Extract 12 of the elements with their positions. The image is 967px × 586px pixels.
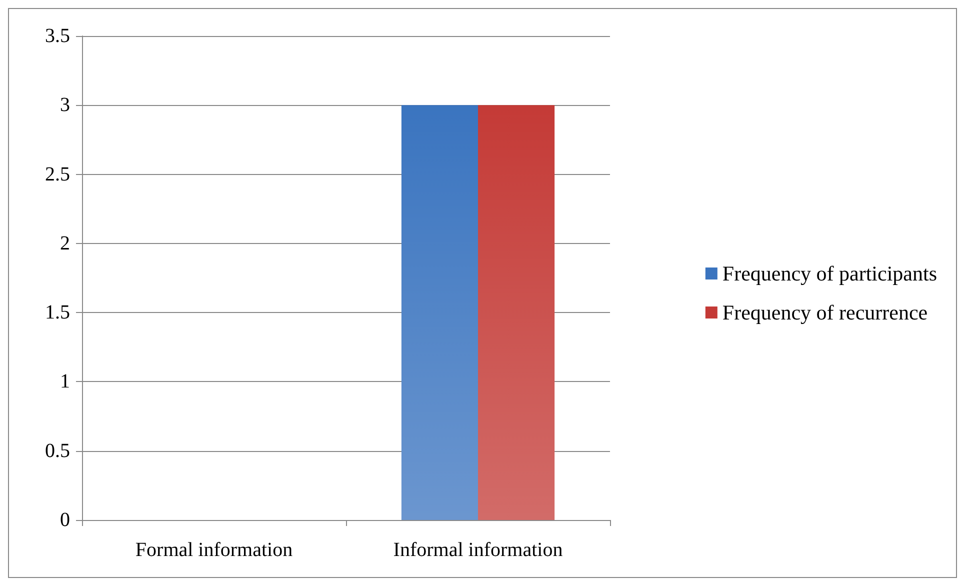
x-tick-label: Informal information [393,539,563,561]
y-tick-label: 1.5 [45,302,70,324]
y-tick-label: 2 [60,232,70,254]
y-tick-label: 3 [60,94,70,116]
legend-label: Frequency of recurrence [722,300,928,324]
legend-label: Frequency of participants [722,262,937,286]
y-tick-label: 1 [60,370,70,393]
x-tick-label: Formal information [135,539,293,561]
y-tick-label: 2.5 [45,163,70,186]
y-tick-label: 0.5 [45,440,70,462]
y-tick-label: 0 [60,509,70,531]
y-tick-label: 3.5 [45,25,70,47]
